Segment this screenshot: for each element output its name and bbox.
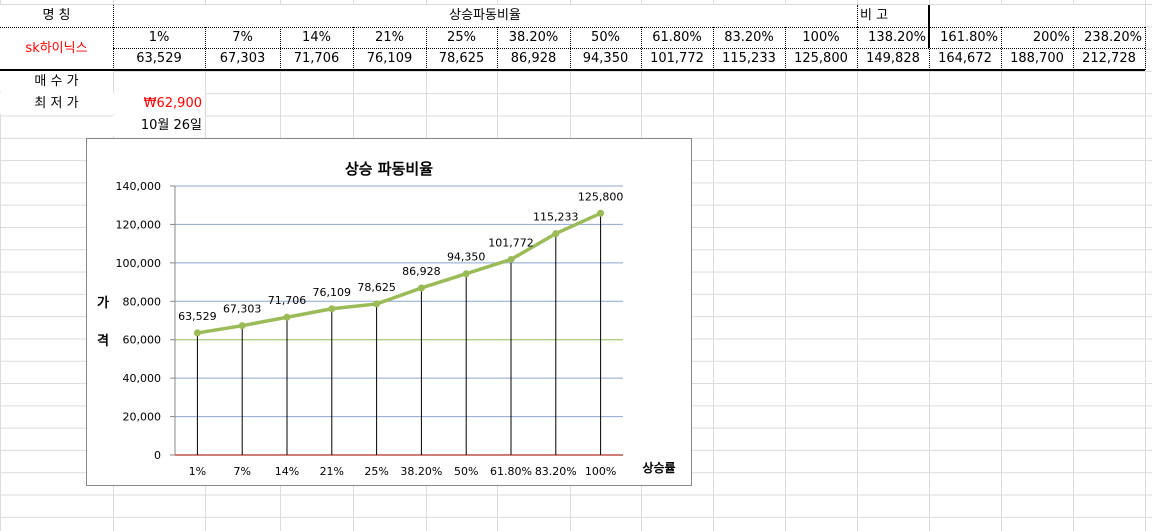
data-point (417, 284, 425, 292)
data-label: 63,529 (178, 310, 217, 323)
price-cell[interactable]: 149,828 (857, 48, 929, 69)
chart[interactable]: 상승 파동비율 0 20,000 40,000 60,000 80,000 100,000 1… (86, 138, 692, 486)
data-label: 115,233 (533, 211, 579, 224)
y-tick-label: 60,000 (123, 334, 162, 347)
chart-title: 상승 파동비율 (345, 160, 433, 178)
data-point (462, 270, 470, 278)
percent-cell[interactable]: 61.80% (641, 27, 713, 48)
x-tick-label: 21% (320, 465, 344, 478)
x-tick-label: 100% (585, 465, 616, 478)
data-label: 101,772 (488, 236, 534, 249)
data-point (283, 313, 291, 321)
percent-cell[interactable]: 21% (353, 27, 426, 48)
data-label: 86,928 (402, 265, 441, 278)
y-tick-label: 80,000 (123, 295, 162, 308)
y-axis-label-1: 가 (97, 296, 109, 311)
x-tick-label: 61.80% (490, 465, 532, 478)
data-label: 71,706 (268, 294, 307, 307)
data-point (597, 209, 605, 217)
percent-cell[interactable]: 200% (1001, 27, 1073, 48)
data-label: 94,350 (447, 251, 486, 264)
x-tick-label: 50% (454, 465, 478, 478)
data-point (238, 322, 246, 330)
percent-cell[interactable]: 161.80% (929, 27, 1001, 48)
percent-cell[interactable]: 14% (280, 27, 353, 48)
data-label: 125,800 (578, 190, 624, 203)
series-line (197, 211, 602, 335)
price-cell[interactable]: 212,728 (1073, 48, 1145, 69)
date-cell[interactable]: 10월 26일 (113, 115, 205, 136)
percent-cell[interactable]: 83.20% (713, 27, 785, 48)
price-cell[interactable]: 115,233 (713, 48, 785, 69)
x-axis-label: 상승률 (642, 460, 675, 475)
y-tick-label: 120,000 (116, 218, 162, 231)
percent-cell[interactable]: 100% (785, 27, 857, 48)
price-cell[interactable]: 63,529 (113, 48, 205, 69)
data-point (552, 230, 560, 238)
data-label: 67,303 (223, 303, 262, 316)
price-cell[interactable]: 164,672 (929, 48, 1001, 69)
name-header-cell[interactable]: 명 칭 (0, 5, 113, 26)
data-point (193, 329, 201, 337)
price-cell[interactable]: 86,928 (497, 48, 570, 69)
y-axis-label-2: 격 (97, 334, 109, 349)
y-tick-label: 140,000 (116, 180, 162, 193)
low-price-value[interactable]: ₩62,900 (113, 93, 205, 114)
percent-cell[interactable]: 238.20% (1073, 27, 1145, 48)
percent-cell[interactable]: 25% (426, 27, 497, 48)
data-point (328, 305, 336, 313)
price-cell[interactable]: 188,700 (1001, 48, 1073, 69)
price-cell[interactable]: 125,800 (785, 48, 857, 69)
chart-svg: 상승 파동비율 0 20,000 40,000 60,000 80,000 100,000 1… (97, 160, 676, 478)
low-price-label[interactable]: 최 저 가 (0, 93, 113, 114)
y-tick-label: 100,000 (116, 257, 162, 270)
price-cell[interactable]: 76,109 (353, 48, 426, 69)
percent-cell[interactable]: 1% (113, 27, 205, 48)
x-tick-label: 14% (275, 465, 299, 478)
x-tick-label: 38.20% (400, 465, 442, 478)
x-tick-label: 83.20% (535, 465, 577, 478)
x-tick-label: 25% (364, 465, 388, 478)
price-cell[interactable]: 71,706 (280, 48, 353, 69)
y-tick-label: 0 (154, 449, 161, 462)
x-tick-label: 7% (233, 465, 250, 478)
percent-cell[interactable]: 7% (205, 27, 280, 48)
buy-price-label[interactable]: 매 수 가 (0, 71, 113, 92)
data-point (373, 300, 381, 308)
percent-cell[interactable]: 50% (570, 27, 641, 48)
y-tick-label: 40,000 (123, 372, 162, 385)
price-cell[interactable]: 67,303 (205, 48, 280, 69)
ratio-header-cell[interactable]: 상승파동비율 (113, 5, 857, 26)
data-label: 78,625 (357, 281, 396, 294)
stock-name-cell[interactable]: sk하이닉스 (0, 27, 113, 70)
x-tick-label: 1% (189, 465, 206, 478)
data-point (507, 255, 515, 263)
data-label: 76,109 (313, 286, 352, 299)
price-cell[interactable]: 94,350 (570, 48, 641, 69)
percent-cell[interactable]: 38.20% (497, 27, 570, 48)
price-cell[interactable]: 101,772 (641, 48, 713, 69)
note-header-cell[interactable]: 비 고 (857, 5, 929, 26)
percent-cell[interactable]: 138.20% (857, 27, 929, 48)
y-tick-label: 20,000 (123, 411, 162, 424)
price-cell[interactable]: 78,625 (426, 48, 497, 69)
